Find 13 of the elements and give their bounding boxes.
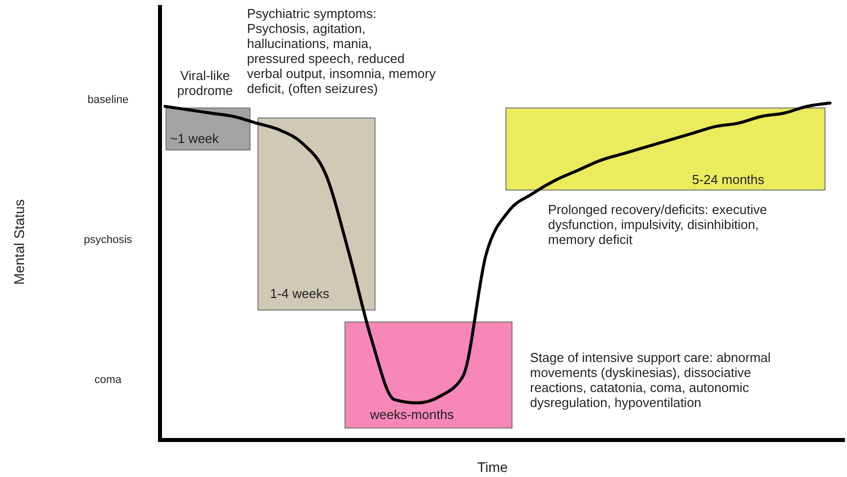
text: baseline: [88, 94, 128, 106]
text: psychosis: [84, 234, 133, 246]
text: Mental Status: [11, 199, 27, 285]
annotation: weeks-months: [369, 407, 454, 422]
x-axis-title: Time: [477, 459, 508, 475]
annotation: ~1 week: [170, 131, 220, 146]
text: Viral-like prodrome: [177, 68, 233, 98]
annotation: Stage of intensive support care: abnormal movements (dyskinesias), dissociative reactions, catatonia, coma, autonomic dysregulation, hypoventilation: [530, 350, 771, 410]
annotation: Prolonged recovery/deficits: executive dysfunction, impulsivity, disinhibition, memory deficit: [548, 202, 767, 247]
text: Psychiatric symptoms: Psychosis, agitation, hallucinations, mania, pressured speech, reduced verbal output, insomnia, memory deficit, (often seizures): [247, 6, 436, 96]
annotation: 5-24 months: [692, 172, 765, 187]
annotation: 1-4 weeks: [270, 286, 330, 301]
text: coma: [94, 374, 122, 386]
